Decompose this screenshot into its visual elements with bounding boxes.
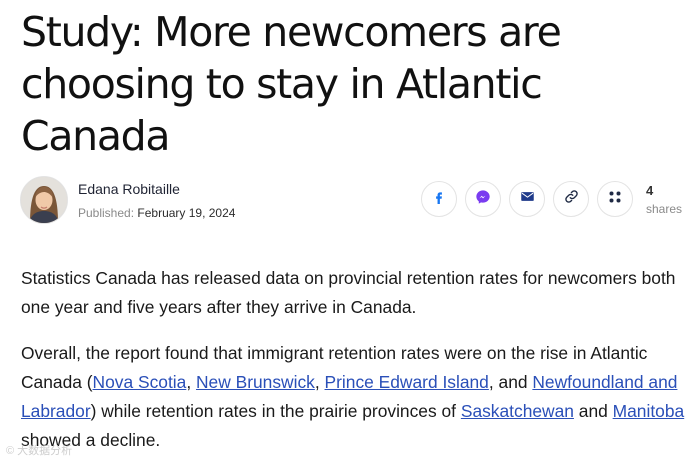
article-paragraph-2: Overall, the report found that immigrant…: [21, 339, 686, 455]
paragraph-text: , and: [488, 372, 533, 392]
article-paragraph-1: Statistics Canada has released data on p…: [21, 268, 676, 317]
paragraph-text: ,: [186, 372, 196, 392]
email-icon: [520, 189, 535, 209]
messenger-icon: [475, 189, 491, 210]
link-nova-scotia[interactable]: Nova Scotia: [92, 372, 187, 392]
author-avatar[interactable]: [20, 176, 68, 224]
author-name[interactable]: Edana Robitaille: [78, 181, 180, 197]
more-share-button[interactable]: [597, 181, 633, 217]
watermark: © 大数据分析: [6, 445, 73, 457]
published-date-value: February 19, 2024: [137, 206, 236, 220]
link-manitoba[interactable]: Manitoba: [612, 401, 685, 421]
paragraph-text: Overall, the report found that immigrant…: [21, 343, 648, 392]
article-headline: Study: More newcomers are choosing to st…: [21, 8, 562, 160]
paragraph-text: showed a decline.: [21, 430, 161, 450]
paragraph-text: and: [573, 401, 613, 421]
more-icon: [608, 190, 622, 209]
link-prince-edward-island[interactable]: Prince Edward Island: [324, 372, 489, 392]
share-messenger-button[interactable]: [465, 181, 501, 217]
link-newfoundland-and-labrador[interactable]: Newfoundland and Labrador: [21, 372, 678, 421]
paragraph-text: ) while retention rates in the prairie p…: [90, 401, 461, 421]
published-date: Published: February 19, 2024: [78, 206, 235, 220]
published-label: Published:: [78, 206, 135, 220]
paragraph-text: ,: [314, 372, 325, 392]
share-count: 4: [646, 183, 654, 198]
share-facebook-button[interactable]: [421, 181, 457, 217]
link-icon: [564, 189, 579, 209]
share-email-button[interactable]: [509, 181, 545, 217]
share-count-label: shares: [646, 202, 683, 216]
link-saskatchewan[interactable]: Saskatchewan: [460, 401, 574, 421]
byline: Edana Robitaille Published: February 19,…: [20, 176, 690, 226]
facebook-icon: [432, 190, 446, 209]
link-new-brunswick[interactable]: New Brunswick: [195, 372, 315, 392]
copy-link-button[interactable]: [553, 181, 589, 217]
